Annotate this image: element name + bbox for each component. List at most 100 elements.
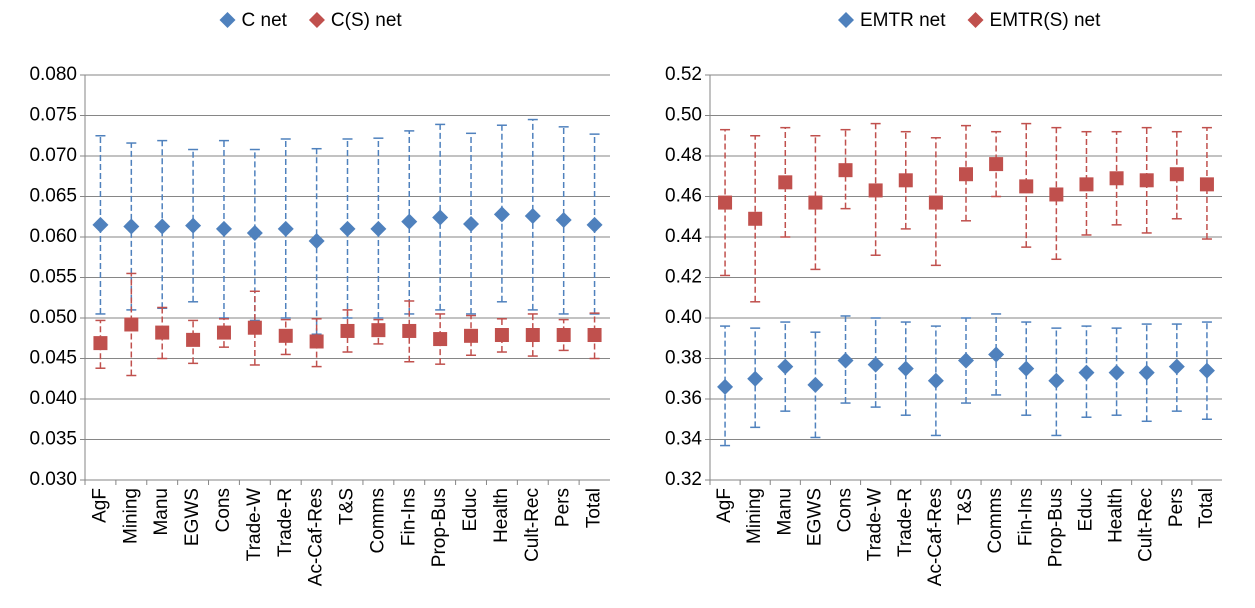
marker-diamond bbox=[1198, 362, 1215, 379]
legend-label: C(S) net bbox=[331, 10, 402, 31]
x-tick-label: Educ bbox=[1075, 488, 1096, 531]
marker-square bbox=[186, 332, 201, 347]
marker-diamond bbox=[1138, 364, 1155, 381]
marker-square bbox=[525, 328, 540, 343]
marker-diamond bbox=[493, 206, 510, 223]
marker-square bbox=[494, 328, 509, 343]
marker-diamond bbox=[837, 352, 854, 369]
y-tick-label: 0.080 bbox=[29, 64, 77, 85]
marker-diamond bbox=[246, 224, 263, 241]
marker-square bbox=[748, 211, 763, 226]
x-tick-label: Pers bbox=[1166, 488, 1187, 527]
marker-diamond bbox=[958, 352, 974, 369]
marker-square bbox=[868, 183, 883, 198]
y-tick-label: 0.050 bbox=[29, 307, 77, 328]
x-tick-label: Ac-Caf-Res bbox=[306, 488, 327, 586]
x-tick-label: T&S bbox=[955, 488, 976, 525]
y-tick-label: 0.055 bbox=[29, 267, 77, 288]
marker-diamond bbox=[586, 216, 603, 233]
y-tick-label: 0.42 bbox=[665, 267, 702, 288]
marker-square bbox=[718, 195, 733, 210]
marker-diamond bbox=[747, 370, 764, 387]
y-tick-label: 0.070 bbox=[29, 145, 77, 166]
marker-square bbox=[1079, 177, 1094, 192]
y-tick-label: 0.34 bbox=[665, 429, 702, 450]
y-tick-label: 0.52 bbox=[665, 64, 702, 85]
marker-square bbox=[278, 328, 293, 343]
marker-square bbox=[898, 173, 913, 188]
marker-square bbox=[1049, 187, 1064, 202]
x-tick-label: Trade-R bbox=[895, 488, 916, 557]
marker-diamond bbox=[988, 346, 1005, 363]
x-tick-label: Trade-W bbox=[865, 488, 886, 561]
marker-square bbox=[1169, 167, 1184, 182]
marker-square bbox=[433, 332, 448, 347]
marker-diamond bbox=[277, 220, 294, 237]
x-tick-label: Cons bbox=[835, 488, 856, 532]
y-tick-label: 0.50 bbox=[665, 105, 702, 126]
marker-diamond bbox=[185, 217, 202, 234]
x-tick-label: EGWS bbox=[804, 488, 825, 546]
x-tick-label: Total bbox=[584, 488, 605, 528]
legend-label: EMTR net bbox=[860, 10, 946, 31]
y-tick-label: 0.38 bbox=[665, 348, 702, 369]
marker-diamond bbox=[308, 12, 325, 28]
marker-square bbox=[1139, 173, 1154, 188]
marker-diamond bbox=[717, 378, 734, 395]
marker-diamond bbox=[1168, 358, 1185, 375]
x-tick-label: Mining bbox=[120, 488, 141, 544]
marker-diamond bbox=[524, 207, 541, 224]
marker-diamond bbox=[463, 216, 480, 233]
marker-square bbox=[402, 323, 417, 338]
marker-square bbox=[371, 323, 386, 338]
x-tick-label: Mining bbox=[744, 488, 765, 544]
x-tick-label: Manu bbox=[774, 488, 795, 536]
marker-square bbox=[778, 175, 793, 190]
marker-square bbox=[309, 334, 324, 349]
marker-square bbox=[959, 167, 973, 182]
marker-diamond bbox=[370, 220, 387, 237]
x-tick-label: T&S bbox=[337, 488, 358, 525]
marker-square bbox=[808, 195, 823, 210]
x-tick-label: Trade-R bbox=[275, 488, 296, 557]
x-tick-label: Cons bbox=[213, 488, 234, 532]
marker-diamond bbox=[154, 218, 171, 235]
y-tick-label: 0.40 bbox=[665, 307, 702, 328]
x-tick-label: Prop-Bus bbox=[1045, 488, 1066, 567]
x-tick-label: Total bbox=[1196, 488, 1217, 528]
x-tick-label: Pers bbox=[553, 488, 574, 527]
marker-square bbox=[1109, 171, 1124, 186]
y-tick-label: 0.46 bbox=[665, 186, 702, 207]
marker-square bbox=[556, 328, 571, 343]
y-tick-label: 0.44 bbox=[665, 226, 702, 247]
x-tick-label: Health bbox=[1106, 488, 1127, 543]
x-tick-label: Comms bbox=[367, 488, 388, 553]
marker-diamond bbox=[967, 12, 984, 28]
marker-diamond bbox=[867, 356, 884, 373]
x-tick-label: Manu bbox=[151, 488, 172, 536]
x-tick-label: Health bbox=[491, 488, 512, 543]
marker-diamond bbox=[897, 360, 914, 377]
marker-diamond bbox=[339, 220, 356, 237]
x-tick-label: Comms bbox=[985, 488, 1006, 553]
y-tick-label: 0.030 bbox=[29, 469, 77, 490]
y-tick-label: 0.060 bbox=[29, 226, 77, 247]
legend-label: EMTR(S) net bbox=[990, 10, 1102, 31]
x-tick-label: AgF bbox=[89, 488, 110, 523]
marker-diamond bbox=[777, 358, 794, 375]
x-tick-label: Ac-Caf-Res bbox=[925, 488, 946, 586]
marker-square bbox=[216, 325, 231, 340]
y-tick-label: 0.36 bbox=[665, 388, 702, 409]
x-tick-label: Cult-Rec bbox=[522, 488, 543, 562]
marker-diamond bbox=[219, 12, 236, 28]
marker-square bbox=[247, 320, 262, 335]
marker-diamond bbox=[838, 12, 854, 28]
marker-square bbox=[155, 325, 170, 340]
y-tick-label: 0.32 bbox=[665, 469, 702, 490]
marker-diamond bbox=[401, 213, 418, 230]
x-tick-label: Fin-Ins bbox=[1015, 488, 1036, 546]
y-tick-label: 0.040 bbox=[29, 388, 77, 409]
x-tick-label: AgF bbox=[714, 488, 735, 523]
x-tick-label: Fin-Ins bbox=[398, 488, 419, 546]
marker-square bbox=[838, 163, 853, 178]
